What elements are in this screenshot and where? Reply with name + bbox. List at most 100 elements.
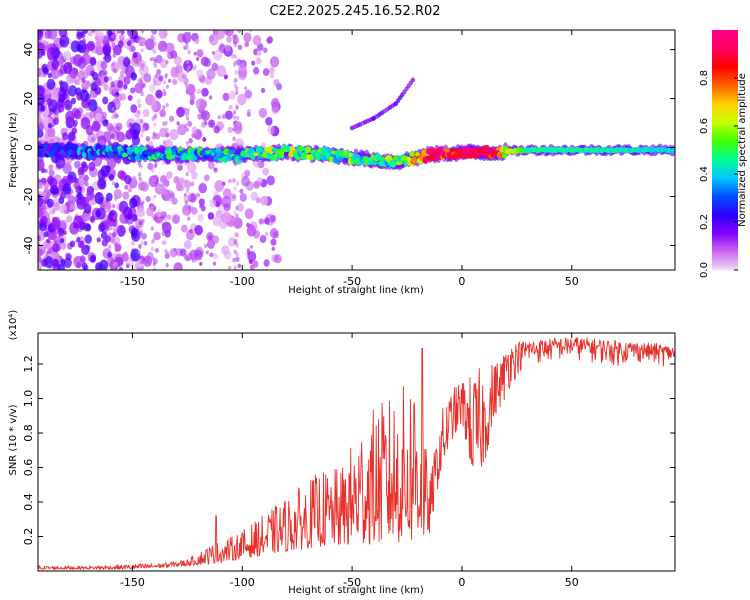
spectrogram-noise-cell [207,212,215,220]
spectrogram-noise-cell [153,81,157,86]
spectrogram-noise-cell [187,120,191,125]
spectrogram-noise-cell [269,214,277,223]
spectrogram-noise-cell [70,97,77,105]
spectrogram-noise-cell [96,237,101,243]
spectrogram-noise-cell [235,252,239,257]
spectrogram-noise-cell [81,196,90,208]
spectrogram-noise-cell [207,161,215,170]
spectrogram-noise-cell [134,82,144,94]
spectrogram-noise-cell [164,42,168,48]
spectrogram-noise-cell [241,176,250,187]
spectrogram-noise-cell [184,254,188,259]
spectrogram-noise-cell [235,121,240,126]
spectrogram-noise-cell [132,51,138,59]
spectrogram-noise-cell [142,108,150,118]
spectrogram-noise-cell [108,125,115,134]
spectrogram-noise-cell [57,104,65,113]
spectrogram-noise-cell [252,229,261,239]
spectrogram-noise-cell [141,232,147,240]
spectrogram-noise-cell [61,132,69,141]
spectrogram-noise-cell [232,40,237,45]
spectrogram-noise-cell [112,215,116,220]
spectrogram-noise-cell [184,199,188,204]
spectrogram-noise-cell [151,116,155,121]
colorbar-label: Normalized spectral amplitude [737,73,748,227]
spectrogram-noise-cell [271,246,275,251]
spectrogram-noise-cell [266,37,272,45]
spectrogram-noise-cell [263,217,270,225]
spectrogram-band-cell [498,152,504,159]
spectrogram-noise-cell [138,103,142,109]
spectrogram-band-cell [192,155,198,161]
spectrogram-noise-cell [239,188,244,194]
spectrogram-noise-cell [88,42,95,51]
spectrogram-noise-cell [253,180,261,189]
snr-x-tick-label: 50 [565,576,579,589]
spectrogram-band-cell [486,148,494,153]
spectrogram-noise-cell [165,127,169,133]
spectrogram-noise-cell [196,69,204,78]
spectrogram-noise-cell [127,94,133,101]
spectrogram-noise-cell [184,111,188,117]
spectrogram-noise-cell [233,60,238,66]
spectrogram-noise-cell [105,192,113,202]
spectrogram-noise-cell [128,127,134,135]
spectrogram-noise-cell [190,181,195,187]
spectrogram-x-tick-label: 50 [565,275,579,288]
spectrogram-noise-cell [146,207,154,217]
spectrogram-noise-cell [159,109,166,118]
spectrogram-noise-cell [108,76,113,81]
spectrogram-noise-cell [206,239,216,250]
spectrogram-noise-cell [111,41,115,46]
spectrogram-noise-cell [237,93,247,106]
spectrogram-noise-cell [87,132,97,144]
spectrogram-noise-cell [197,135,201,140]
spectrogram-noise-cell [138,260,142,265]
spectrogram-noise-cell [206,231,214,242]
spectrogram-noise-cell [176,121,180,126]
spectrogram-noise-cell [272,231,279,239]
spectrogram-noise-cell [164,31,168,36]
spectrogram-noise-cell [141,120,145,125]
spectrogram-noise-cell [232,136,236,142]
spectrogram-noise-cell [86,190,95,201]
spectrogram-noise-cell [194,224,203,236]
spectrogram-noise-cell [197,214,204,222]
spectrogram-noise-cell [103,76,109,83]
spectrogram-noise-cell [154,248,159,253]
spectrogram-band-cell [297,146,306,152]
spectrogram-noise-cell [74,77,81,86]
spectrogram-band-cell [202,155,208,160]
spectrogram-noise-cell [78,166,85,176]
spectrogram-noise-cell [76,91,84,101]
spectrogram-noise-cell [208,119,216,128]
spectrogram-noise-cell [154,73,159,79]
spectrogram-noise-cell [109,236,116,244]
spectrogram-noise-cell [156,69,162,76]
spectrogram-noise-cell [214,180,225,192]
spectrogram-noise-cell [38,262,42,270]
spectrogram-noise-cell [122,191,130,200]
spectrogram-noise-cell [95,209,102,217]
spectrogram-noise-cell [232,194,236,200]
spectrogram-band-cell [409,151,416,157]
spectrogram-noise-cell [251,60,256,66]
spectrogram-noise-cell [211,62,219,72]
spectrogram-noise-cell [67,131,76,142]
colorbar-tick-label: 0.2 [699,214,710,230]
spectrogram-noise-cell [187,191,191,197]
spectrogram-noise-cell [118,33,125,41]
spectrogram-noise-cell [124,174,132,185]
spectrogram-noise-cell [85,125,94,136]
spectrogram-noise-cell [140,125,144,131]
spectrogram-noise-cell [165,133,169,138]
spectrogram-noise-cell [102,43,112,55]
spectrogram-noise-cell [154,161,158,167]
spectrogram-noise-cell [189,99,195,106]
spectrogram-noise-cell [184,74,188,79]
spectrogram-noise-cell [252,66,260,75]
snr-series-line [38,337,675,571]
spectrogram-noise-cell [38,128,44,138]
spectrogram-noise-cell [256,50,262,57]
spectrogram-noise-cell [139,164,143,169]
